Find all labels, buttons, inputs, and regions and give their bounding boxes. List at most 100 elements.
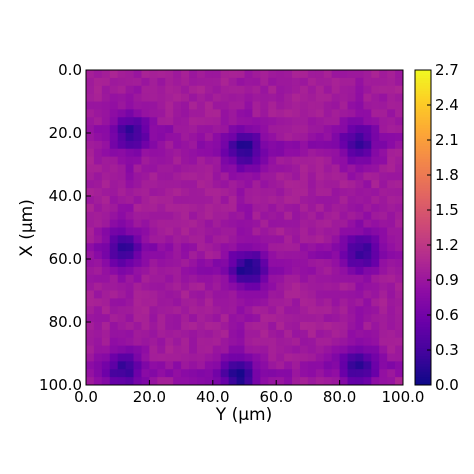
heatmap-cell xyxy=(307,377,317,386)
colorbar-segment xyxy=(415,322,431,326)
heatmap-cell xyxy=(299,259,309,268)
colorbar-segment xyxy=(415,343,431,347)
heatmap-cell xyxy=(292,314,301,323)
heatmap-cell xyxy=(387,125,396,134)
heatmap-cell xyxy=(323,180,333,189)
heatmap-cell xyxy=(299,196,309,205)
heatmap-cell xyxy=(371,77,380,87)
heatmap-cell xyxy=(93,125,103,134)
heatmap-cell xyxy=(260,377,269,386)
heatmap-cell xyxy=(315,77,325,87)
heatmap-cell xyxy=(228,164,237,173)
heatmap-cell xyxy=(339,322,348,331)
heatmap-cell xyxy=(236,345,245,354)
heatmap-cell xyxy=(292,93,301,102)
x-tick-label: 40.0 xyxy=(196,388,229,406)
heatmap-cell xyxy=(395,164,404,173)
heatmap-cell xyxy=(244,274,253,284)
heatmap-cell xyxy=(323,196,333,205)
heatmap-cell xyxy=(307,259,317,268)
colorbar-segment xyxy=(415,188,431,192)
heatmap-cell xyxy=(157,101,166,110)
heatmap-cell xyxy=(196,188,206,197)
heatmap-cell xyxy=(395,180,404,189)
heatmap-cell xyxy=(109,93,119,102)
colorbar-segment xyxy=(415,193,431,197)
heatmap-cell xyxy=(125,133,134,142)
colorbar-segment xyxy=(415,356,431,360)
heatmap-cell xyxy=(212,93,222,102)
heatmap-cell xyxy=(347,259,356,268)
heatmap-cell xyxy=(236,156,245,165)
heatmap-cell xyxy=(260,266,269,276)
heatmap-cell xyxy=(93,93,103,102)
x-axis: 0.0 20.0 40.0 60.0 80.0 100.0 xyxy=(74,380,424,406)
heatmap-cell xyxy=(268,203,277,213)
heatmap-cell xyxy=(117,125,127,134)
heatmap-cell xyxy=(220,251,230,260)
heatmap-cell xyxy=(268,196,277,205)
heatmap-cell xyxy=(331,251,340,260)
heatmap-cell xyxy=(93,227,103,236)
heatmap-cell xyxy=(292,282,301,291)
heatmap-cell xyxy=(363,77,372,87)
heatmap-cell xyxy=(220,361,230,370)
heatmap-cell xyxy=(292,156,301,165)
heatmap-cell xyxy=(181,266,190,276)
heatmap-cell xyxy=(307,196,317,205)
heatmap-cell xyxy=(228,85,237,95)
heatmap-cell xyxy=(292,377,301,386)
heatmap-cell xyxy=(355,251,364,260)
heatmap-cell xyxy=(276,259,285,268)
colorbar-segment xyxy=(415,219,431,223)
heatmap-cell xyxy=(86,180,95,189)
colorbar-segment xyxy=(415,196,431,200)
heatmap-cell xyxy=(331,243,340,252)
heatmap-cell xyxy=(149,140,158,150)
heatmap-cell xyxy=(157,306,166,315)
heatmap-cell xyxy=(117,70,127,79)
heatmap-cell xyxy=(395,85,404,95)
heatmap-cell xyxy=(117,93,127,102)
heatmap-cell xyxy=(204,156,214,165)
heatmap-cell xyxy=(133,290,142,299)
heatmap-cell xyxy=(157,337,166,347)
heatmap-cell xyxy=(395,172,404,181)
heatmap-cell xyxy=(276,251,285,260)
heatmap-cell xyxy=(204,140,214,150)
colorbar-segment xyxy=(415,371,431,376)
heatmap-cell xyxy=(86,259,95,268)
heatmap-cell xyxy=(331,93,340,102)
heatmap-cell xyxy=(117,345,127,354)
heatmap-cell xyxy=(252,164,261,173)
heatmap-cell xyxy=(93,290,103,299)
heatmap-cell xyxy=(236,125,245,134)
heatmap-cell xyxy=(109,70,119,79)
heatmap-cell xyxy=(379,290,388,299)
heatmap-cell xyxy=(101,243,111,252)
heatmap-cell xyxy=(284,353,293,362)
heatmap-cell xyxy=(355,282,364,291)
heatmap-cell xyxy=(395,266,404,276)
heatmap-cell xyxy=(387,266,396,276)
heatmap-cell xyxy=(347,148,356,158)
heatmap-cell xyxy=(196,85,206,95)
colorbar-segment xyxy=(415,348,431,352)
heatmap-cell xyxy=(212,148,222,158)
heatmap-cell xyxy=(165,211,174,221)
heatmap-cell xyxy=(86,101,95,110)
heatmap-cell xyxy=(387,227,396,236)
heatmap-cell xyxy=(379,172,388,181)
x-axis-label: Y (μm) xyxy=(215,405,272,425)
heatmap-cell xyxy=(204,188,214,197)
colorbar-segment xyxy=(415,337,431,341)
heatmap-cell xyxy=(196,243,206,252)
colorbar-segment xyxy=(415,274,431,278)
heatmap-cell xyxy=(284,196,293,205)
heatmap-cell xyxy=(347,140,356,150)
heatmap-cell xyxy=(181,314,190,323)
heatmap-cell xyxy=(323,314,333,323)
heatmap-cell xyxy=(86,227,95,236)
heatmap-cell xyxy=(299,188,309,197)
heatmap-cell xyxy=(157,70,166,79)
